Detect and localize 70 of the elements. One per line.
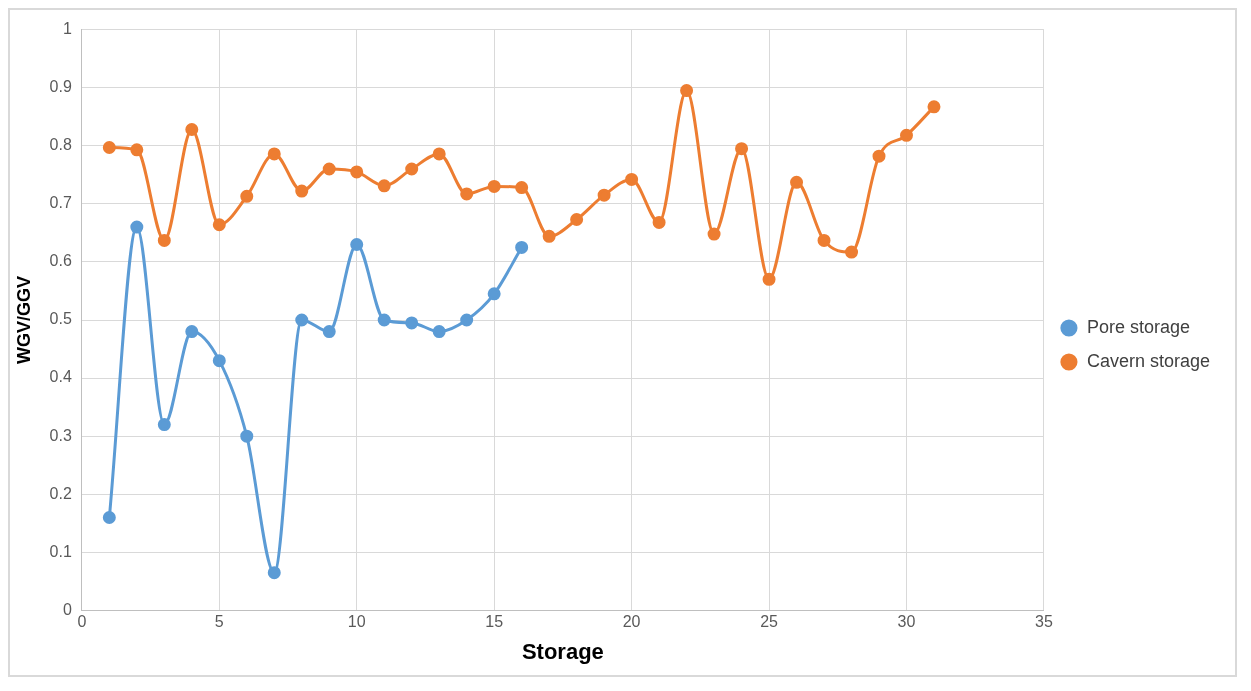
point <box>542 229 556 243</box>
point <box>432 147 446 161</box>
point <box>350 165 364 179</box>
point <box>212 218 226 232</box>
point <box>927 100 941 114</box>
point <box>102 141 116 154</box>
point <box>130 220 144 234</box>
point <box>130 143 144 157</box>
y-tick-label: 0.5 <box>49 310 72 328</box>
x-tick-label: 0 <box>77 613 87 631</box>
legend-label: Pore storage <box>1086 316 1190 337</box>
point <box>432 325 446 339</box>
y-tick-label: 0.1 <box>49 542 72 560</box>
point <box>405 162 419 176</box>
y-tick-label: 0.9 <box>49 78 72 96</box>
point <box>460 313 474 327</box>
y-tick-label: 0.3 <box>49 426 72 444</box>
point <box>515 181 529 195</box>
point <box>680 84 694 98</box>
x-axis-title: Storage <box>521 638 604 664</box>
x-tick-label: 5 <box>214 613 224 631</box>
point <box>515 240 529 254</box>
point <box>350 238 364 251</box>
legend-label: Cavern storage <box>1086 350 1211 371</box>
point <box>597 188 611 202</box>
x-tick-label: 10 <box>347 613 366 631</box>
point <box>762 272 776 286</box>
point <box>267 147 281 161</box>
point <box>707 227 721 241</box>
point <box>377 179 391 193</box>
x-tick-label: 35 <box>1035 613 1053 631</box>
point <box>652 215 666 229</box>
y-tick-label: 0.6 <box>49 252 72 270</box>
point <box>899 128 913 142</box>
point <box>240 429 254 443</box>
point <box>487 179 501 193</box>
point <box>157 418 171 432</box>
point <box>570 213 584 227</box>
point <box>240 189 254 203</box>
x-tick-label: 30 <box>897 613 916 631</box>
y-tick-label: 0 <box>62 600 72 618</box>
point <box>845 245 859 259</box>
point <box>735 142 749 156</box>
point <box>157 233 171 247</box>
point <box>872 149 886 163</box>
point <box>625 172 639 186</box>
point <box>185 123 199 136</box>
point <box>102 510 116 524</box>
point <box>405 316 419 330</box>
point <box>322 162 336 176</box>
point <box>267 566 281 580</box>
y-tick-label: 0.2 <box>49 484 72 502</box>
x-tick-label: 20 <box>622 613 641 631</box>
point <box>377 313 391 327</box>
y-tick-label: 0.7 <box>49 194 72 212</box>
point <box>817 233 831 247</box>
x-tick-label: 25 <box>760 613 779 631</box>
point <box>295 313 309 327</box>
point <box>295 184 309 198</box>
point <box>790 175 804 189</box>
y-tick-label: 0.8 <box>49 136 72 154</box>
point <box>460 187 474 201</box>
y-tick-label: 0.4 <box>49 368 72 386</box>
point <box>212 354 226 368</box>
point <box>487 287 501 301</box>
y-tick-label: 1 <box>62 20 72 38</box>
point <box>322 325 336 339</box>
y-axis-title: WGV/GGV <box>13 275 34 365</box>
x-tick-label: 15 <box>485 613 504 631</box>
point <box>185 325 199 339</box>
